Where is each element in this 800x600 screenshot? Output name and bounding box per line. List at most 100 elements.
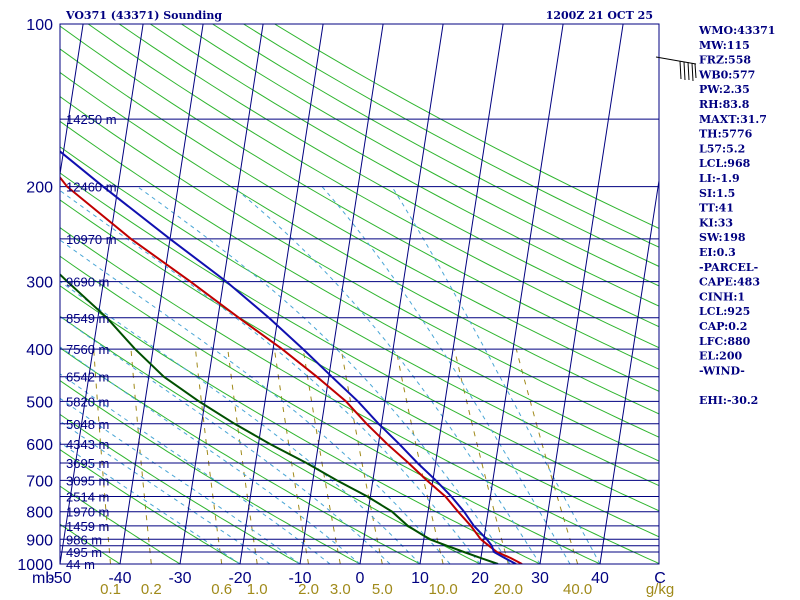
height-label: 495 m: [66, 545, 102, 560]
index-entry: -WIND-: [699, 364, 745, 377]
height-label: 8549 m: [66, 311, 109, 326]
mixing-ratio-label: 1.0: [247, 581, 268, 598]
temperature-label: -50: [48, 570, 71, 587]
pressure-label: 800: [26, 505, 53, 522]
mixing-ratio-unit: g/kg: [646, 581, 674, 598]
index-entry: -PARCEL-: [699, 261, 758, 274]
temperature-label: 30: [531, 570, 549, 587]
height-label: 986 m: [66, 532, 102, 547]
index-entry: RH:83.8: [699, 98, 750, 111]
mixing-ratio-label: 5.0: [372, 581, 393, 598]
isotherm--40: [119, 24, 204, 564]
height-label: 9690 m: [66, 275, 109, 290]
temperature-label: 20: [471, 570, 489, 587]
mixing-ratio-labels: 0.1 0.2 0.6 1.0 2.0 3.0 5.0 10.0 20.0 40.0 g/kg: [100, 581, 674, 598]
index-entry: CAPE:483: [699, 276, 760, 289]
isotherm--20: [239, 24, 324, 564]
height-label: 14250 m: [66, 112, 117, 127]
temperature-label: 40: [591, 570, 609, 587]
plot-frame: [59, 23, 660, 565]
moist-adiabat-15: [60, 239, 451, 564]
index-entry: KI:33: [699, 216, 733, 229]
height-label: 5048 m: [66, 417, 109, 432]
parcel-profile: [60, 150, 517, 564]
height-label: 1459 m: [66, 519, 109, 534]
isotherm--30: [179, 24, 264, 564]
chart-datetime: 1200Z 21 OCT 25: [546, 9, 653, 22]
isotherm-30: [539, 24, 624, 564]
isotherm-0: [359, 24, 444, 564]
height-label: 7560 m: [66, 342, 109, 357]
isotherm--50: [60, 24, 144, 564]
mixing-ratio-label: 0.1: [100, 581, 121, 598]
pressure-label: 200: [26, 180, 53, 197]
temperature-label: -30: [168, 570, 191, 587]
index-entry: EL:200: [699, 350, 742, 363]
height-label: 6542 m: [66, 370, 109, 385]
index-entry: WMO:43371: [698, 24, 775, 37]
isotherm--60: [60, 24, 84, 178]
moist-adiabat-25: [137, 186, 511, 564]
height-label: 12460 m: [66, 180, 117, 195]
temperature-label: 10: [411, 570, 429, 587]
isotherm-40: [599, 177, 659, 564]
mixing-ratio-label: 20.0: [494, 581, 523, 598]
pressure-label: 1000: [17, 557, 53, 574]
index-entry: LI:-1.9: [699, 172, 740, 185]
index-entry: WB0:577: [698, 68, 755, 81]
mixing-ratio-label: 3.0: [330, 581, 351, 598]
index-entry: EHI:-30.2: [699, 394, 758, 407]
mixing-ratio-label: 0.6: [211, 581, 232, 598]
height-label: 3095 m: [66, 473, 109, 488]
temperature-label: -10: [288, 570, 311, 587]
temperature-labels: -50 -40 -30 -20 -10 0 10 20 30 40 C: [48, 570, 665, 587]
index-entry: SW:198: [699, 231, 746, 244]
index-entry: LCL:925: [699, 305, 750, 318]
mixing-ratio-label: 40.0: [563, 581, 592, 598]
index-entry: SI:1.5: [699, 187, 735, 200]
mixing-ratio-label: 2.0: [298, 581, 319, 598]
height-label: 3695 m: [66, 456, 109, 471]
index-entry: CINH:1: [699, 290, 745, 303]
index-entry: MAXT:31.7: [699, 113, 767, 126]
height-label: 1970 m: [66, 505, 109, 520]
pressure-label: 700: [26, 473, 53, 490]
dewpoint-profile: [60, 273, 499, 564]
temperature-label: -40: [108, 570, 131, 587]
isotherm--10: [299, 24, 384, 564]
height-labels: 14250 m 12460 m 10970 m 9690 m 8549 m 7560 m 6…: [66, 112, 117, 572]
index-entry: PW:2.35: [699, 83, 750, 96]
mixing-ratio-label: 0.2: [141, 581, 162, 598]
pressure-label: 500: [26, 394, 53, 411]
chart-title: VO371 (43371) Sounding: [65, 9, 222, 22]
index-entry: L57:5.2: [699, 142, 745, 155]
sounding-profiles: [60, 150, 523, 564]
moist-adiabat-20: [60, 189, 481, 564]
pressure-label: 900: [26, 532, 53, 549]
isotherms: [60, 24, 659, 564]
height-label: 44 m: [66, 557, 95, 572]
index-entry: LFC:880: [699, 335, 751, 348]
isotherm-20: [479, 24, 564, 564]
temperature-label: 0: [356, 570, 365, 587]
temperature-label: -20: [228, 570, 251, 587]
pressure-unit-label: mb: [32, 570, 54, 587]
wind-barb-icon: [655, 56, 697, 82]
height-label: 10970 m: [66, 232, 117, 247]
height-label: 4343 m: [66, 437, 109, 452]
isotherm-10: [419, 24, 504, 564]
index-entry: TH:5776: [699, 128, 753, 141]
index-entry: TT:41: [699, 202, 734, 215]
pressure-label: 100: [26, 17, 53, 34]
height-label: 2514 m: [66, 490, 109, 505]
temperature-label: C: [654, 570, 666, 587]
index-entry: MW:115: [699, 39, 750, 52]
index-entry: CAP:0.2: [699, 320, 747, 333]
index-entry: FRZ:558: [699, 54, 751, 67]
pressure-label: 400: [26, 342, 53, 359]
temperature-profile: [60, 175, 523, 564]
pressure-label: 600: [26, 437, 53, 454]
